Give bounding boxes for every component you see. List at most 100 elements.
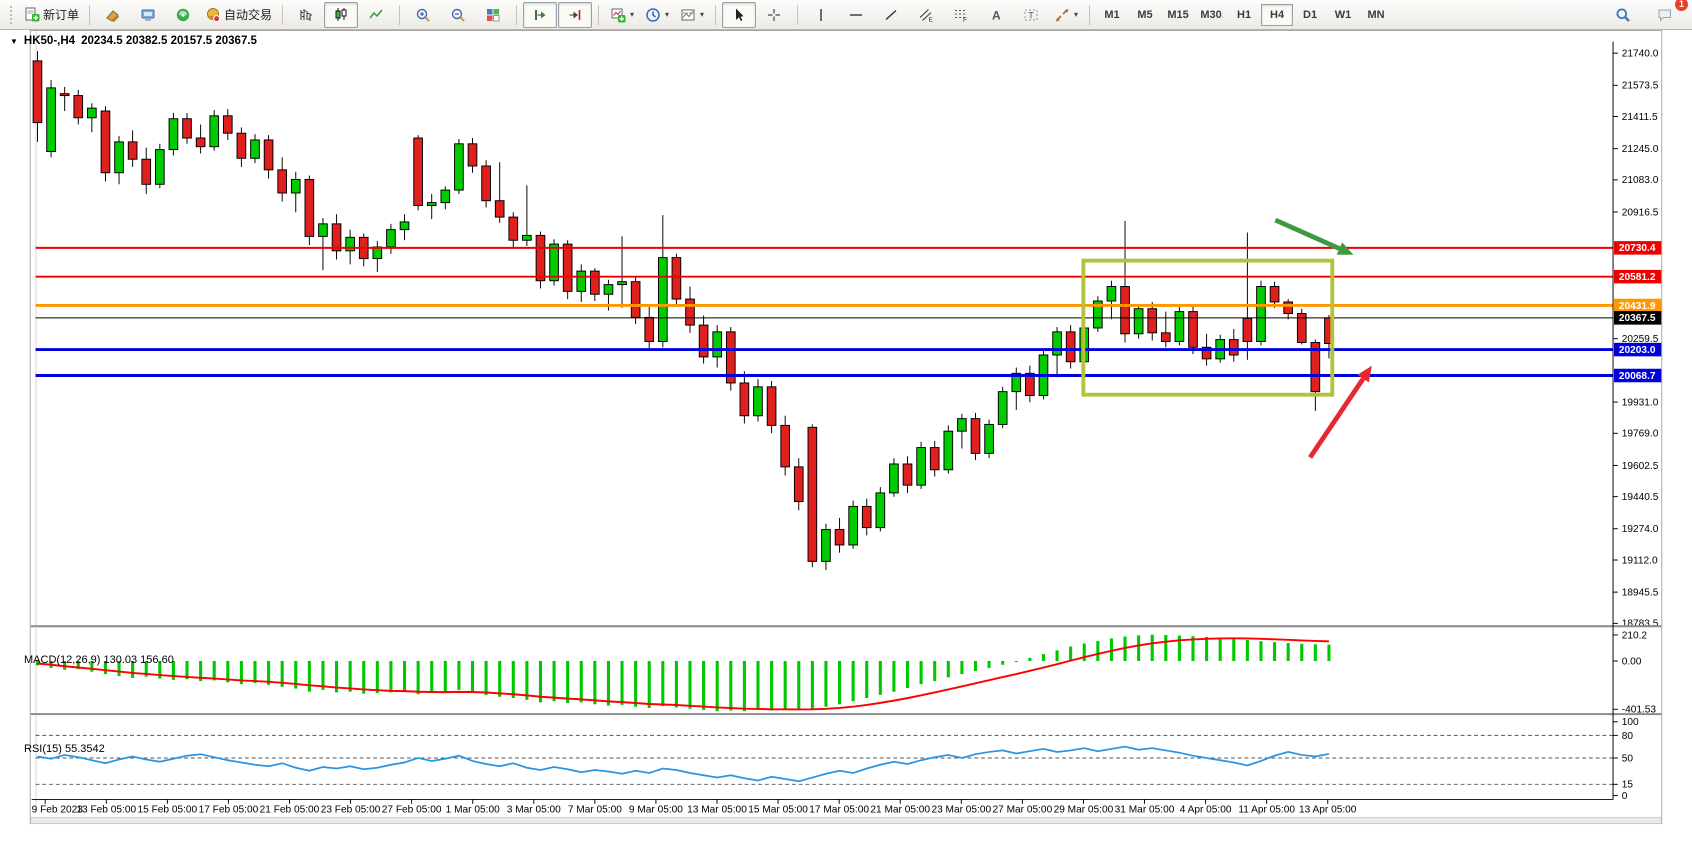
- chevron-down-icon[interactable]: ▾: [1074, 10, 1079, 19]
- text-button[interactable]: A: [979, 2, 1013, 28]
- macd-indicator-label: MACD(12,26,9) 130.03 156.60: [24, 654, 174, 666]
- green-down-arrow-annotation-head[interactable]: [1336, 242, 1354, 255]
- indicators-button[interactable]: ▾: [605, 2, 639, 28]
- chart-menu-button[interactable]: ▼: [10, 36, 18, 46]
- equidistant-channel-icon: E: [919, 8, 934, 23]
- timeframe-h1-button[interactable]: H1: [1237, 8, 1252, 21]
- svg-text:3 Mar 05:00: 3 Mar 05:00: [507, 804, 561, 815]
- toolbar-separator: [89, 4, 91, 25]
- vertical-line-button[interactable]: [804, 2, 838, 28]
- chevron-down-icon[interactable]: ▾: [665, 10, 670, 19]
- svg-text:19274.0: 19274.0: [1622, 524, 1659, 535]
- svg-text:21083.0: 21083.0: [1622, 175, 1659, 186]
- timeframe-d1-button[interactable]: D1: [1303, 8, 1318, 21]
- green-down-arrow-annotation[interactable]: [1274, 217, 1341, 251]
- red-up-arrow-annotation-head[interactable]: [1357, 365, 1372, 383]
- timeframe-m5-button[interactable]: M5: [1137, 8, 1153, 21]
- auto-scroll-button[interactable]: [523, 1, 558, 28]
- text-icon: A: [992, 8, 1001, 22]
- auto-scroll-icon: [535, 9, 546, 20]
- svg-text:20916.5: 20916.5: [1622, 207, 1659, 218]
- svg-text:20730.4: 20730.4: [1619, 243, 1656, 254]
- cursor-button[interactable]: [722, 1, 757, 28]
- toolbar-grip: [10, 5, 15, 24]
- templates-button[interactable]: ▾: [675, 2, 709, 28]
- timeframe-h4-button[interactable]: H4: [1261, 3, 1294, 26]
- crosshair-button[interactable]: [757, 2, 791, 28]
- zoom-out-button[interactable]: [441, 2, 475, 28]
- publish-icon: [141, 9, 155, 21]
- signal-button[interactable]: [166, 2, 200, 28]
- svg-text:19931.0: 19931.0: [1622, 397, 1659, 408]
- periods-button[interactable]: ▾: [640, 2, 674, 28]
- chart-title: ▼ HK50-,H4 20234.5 20382.5 20157.5 20367…: [10, 35, 257, 47]
- svg-text:210.2: 210.2: [1622, 630, 1648, 641]
- toolbar-separator: [516, 4, 518, 25]
- svg-text:23 Feb 05:00: 23 Feb 05:00: [321, 804, 381, 815]
- zoom-in-button[interactable]: [406, 2, 440, 28]
- line-chart-button[interactable]: [359, 2, 393, 28]
- text-label-icon: T: [1024, 9, 1038, 20]
- price-axis: 21740.0 21573.5 21411.5 21245.0 21083.0 20916…: [1613, 49, 1659, 630]
- svg-text:E: E: [929, 16, 934, 23]
- zoom-in-icon: [416, 8, 430, 22]
- horizontal-scrollbar[interactable]: [30, 816, 1662, 824]
- tile-windows-icon: [487, 8, 500, 21]
- chevron-down-icon[interactable]: ▾: [700, 10, 705, 19]
- svg-text:21 Mar 05:00: 21 Mar 05:00: [870, 804, 930, 815]
- chart-shift-icon: [569, 9, 581, 20]
- timeframe-mn-button[interactable]: MN: [1367, 8, 1385, 21]
- fibonacci-icon: F: [955, 9, 968, 23]
- new-order-button[interactable]: 新订单: [20, 2, 83, 28]
- consolidation-box-annotation[interactable]: [1081, 258, 1335, 397]
- timeframe-m1-button[interactable]: M1: [1104, 8, 1120, 21]
- periods-icon: [646, 7, 660, 22]
- bar-chart-button[interactable]: [289, 2, 323, 28]
- svg-text:21573.5: 21573.5: [1622, 81, 1659, 92]
- svg-text:23 Mar 05:00: 23 Mar 05:00: [931, 804, 991, 815]
- svg-text:20259.5: 20259.5: [1622, 334, 1659, 345]
- candlestick-button[interactable]: [324, 1, 359, 28]
- arrows-button[interactable]: ▾: [1049, 2, 1083, 28]
- autotrade-label: 自动交易: [224, 8, 273, 22]
- svg-text:21245.0: 21245.0: [1622, 144, 1659, 155]
- timeframe-m15-button[interactable]: M15: [1167, 8, 1189, 21]
- price-badge-20068.7: [1614, 368, 1662, 383]
- svg-text:15: 15: [1622, 780, 1634, 791]
- trendline-button[interactable]: [874, 2, 908, 28]
- svg-text:13 Feb 05:00: 13 Feb 05:00: [76, 804, 136, 815]
- equidistant-channel-button[interactable]: E: [909, 2, 943, 28]
- svg-text:50: 50: [1622, 753, 1634, 764]
- candlestick-icon: [335, 7, 347, 21]
- search-button[interactable]: [1606, 2, 1640, 28]
- price-badge-20203.0: [1614, 342, 1662, 357]
- rsi-pane: 100 80 50 150: [35, 717, 1639, 802]
- publish-button[interactable]: [131, 2, 165, 28]
- chart-shift-button[interactable]: [558, 1, 593, 28]
- timeframe-m30-button[interactable]: M30: [1200, 8, 1222, 21]
- horizontal-line-button[interactable]: [839, 2, 873, 28]
- text-label-button[interactable]: T: [1014, 2, 1048, 28]
- toolbar-separator: [598, 4, 600, 25]
- notification-badge: 1: [1675, 0, 1688, 11]
- timeframe-w1-button[interactable]: W1: [1334, 8, 1352, 21]
- toolbar-separator: [715, 4, 717, 25]
- chat-button[interactable]: 1: [1648, 0, 1688, 28]
- autotrade-button[interactable]: 自动交易: [201, 2, 276, 28]
- svg-text:20068.7: 20068.7: [1619, 371, 1656, 382]
- svg-text:13 Apr 05:00: 13 Apr 05:00: [1299, 804, 1357, 815]
- chevron-down-icon[interactable]: ▾: [630, 10, 635, 19]
- svg-text:15 Feb 05:00: 15 Feb 05:00: [137, 804, 197, 815]
- price-badge-20367.5: [1614, 311, 1662, 325]
- vertical-line-icon: [820, 8, 822, 21]
- svg-text:17 Mar 05:00: 17 Mar 05:00: [809, 804, 869, 815]
- tile-windows-button[interactable]: [476, 2, 510, 28]
- svg-text:9 Mar 05:00: 9 Mar 05:00: [629, 804, 683, 815]
- eraser-button[interactable]: [96, 2, 130, 28]
- price-chart-canvas[interactable]: 21740.0 21573.5 21411.5 21245.0 21083.0 20916…: [0, 30, 1692, 853]
- red-up-arrow-annotation[interactable]: [1308, 377, 1366, 459]
- svg-text:A: A: [992, 8, 1001, 22]
- fibonacci-button[interactable]: F: [944, 2, 978, 28]
